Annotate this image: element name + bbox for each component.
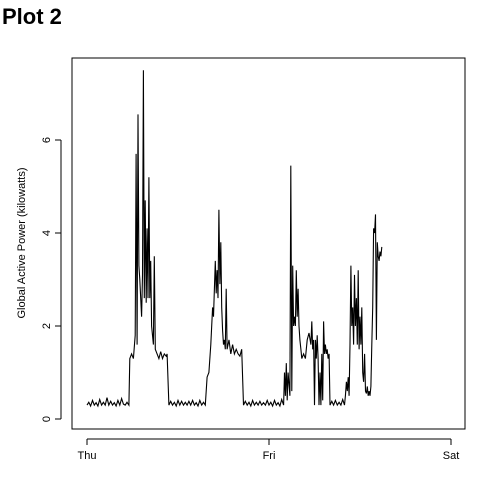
y-tick-label: 6: [41, 137, 53, 143]
plot-frame: [71, 57, 466, 430]
series-line: [86, 70, 383, 408]
y-tick-label: 2: [41, 323, 53, 329]
y-axis: 0 2 4 6: [41, 137, 62, 422]
x-tick-label: Sat: [443, 450, 460, 462]
y-tick-label: 4: [41, 230, 53, 236]
x-tick-label: Fri: [263, 450, 276, 462]
x-axis: Thu Fri Sat: [78, 438, 460, 462]
y-axis-title: Global Active Power (kilowatts): [16, 168, 28, 319]
page-title: Plot 2: [2, 4, 62, 29]
x-tick-label: Thu: [78, 450, 97, 462]
y-tick-label: 0: [41, 416, 53, 422]
